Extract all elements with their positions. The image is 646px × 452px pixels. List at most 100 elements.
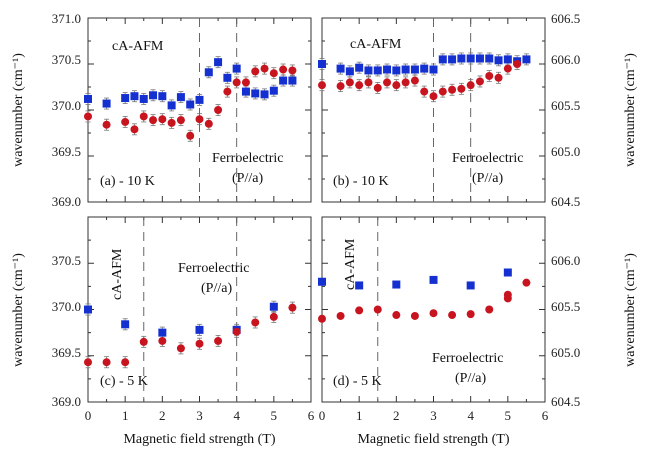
circle-data-point (318, 314, 326, 323)
square-data-point (494, 56, 503, 65)
y-tick-label: 369.5 (52, 144, 81, 159)
circle-data-point (410, 76, 419, 85)
x-tick-label: 0 (319, 408, 326, 423)
y2-tick-label: 606.0 (551, 253, 580, 268)
square-data-point (84, 94, 92, 103)
circle-data-point (176, 116, 185, 125)
square-data-point (336, 64, 345, 73)
circle-data-point (158, 336, 167, 345)
square-data-point (102, 99, 111, 108)
phase-label-cA-AFM: cA-AFM (110, 248, 125, 300)
phase-label-ferroelectric: Ferroelectric (432, 351, 504, 366)
x-tick-label: 1 (356, 408, 363, 423)
y-axis-label: wavenumber (cm⁻¹) (11, 53, 26, 167)
y-tick-label: 371.0 (52, 11, 81, 26)
x-tick-label: 3 (196, 408, 203, 423)
y2-tick-label: 605.0 (551, 144, 580, 159)
square-data-point (260, 90, 269, 99)
square-data-point (232, 64, 241, 73)
circle-data-point (186, 131, 195, 140)
circle-data-point (429, 309, 438, 318)
square-data-point (139, 94, 148, 103)
square-data-point (355, 281, 364, 290)
circle-data-point (466, 310, 475, 319)
panel-c-plot (84, 216, 312, 403)
y2-axis-label: wavenumber (cm⁻¹) (623, 253, 638, 367)
circle-data-point (269, 312, 278, 321)
y2-tick-label: 605.5 (551, 98, 580, 113)
square-data-point (345, 67, 354, 76)
x-tick-label: 3 (430, 408, 437, 423)
panel-label: (a) - 10 K (100, 174, 155, 189)
circle-data-point (513, 60, 522, 68)
square-data-point (448, 55, 457, 64)
square-data-point (158, 92, 167, 101)
circle-data-point (158, 115, 167, 124)
panel-a-plot (84, 17, 312, 203)
y2-tick-label: 604.5 (551, 194, 580, 209)
square-data-point (195, 325, 204, 334)
square-data-point (503, 268, 512, 277)
y2-tick-label: 606.5 (551, 11, 580, 26)
circle-data-point (485, 305, 494, 314)
circle-data-point (438, 87, 447, 96)
square-data-point (195, 95, 204, 104)
square-data-point (318, 277, 326, 286)
x-tick-label: 4 (467, 408, 474, 423)
square-data-point (318, 60, 326, 68)
square-data-point (279, 76, 288, 85)
circle-data-point (102, 358, 111, 367)
y-tick-label: 369.0 (52, 194, 81, 209)
x-tick-label: 2 (393, 408, 400, 423)
square-data-point (475, 54, 484, 63)
square-data-point (429, 275, 438, 284)
x-axis-label: Magnetic field strength (T) (123, 432, 275, 447)
x-axis-label: Magnetic field strength (T) (357, 432, 509, 447)
x-tick-label: 5 (271, 408, 278, 423)
square-data-point (288, 76, 297, 85)
phase-label-ferroelectric: Ferroelectric (212, 151, 284, 166)
circle-data-point (232, 327, 241, 336)
circle-data-point (149, 116, 158, 125)
square-data-point (373, 66, 382, 75)
y2-tick-label: 605.0 (551, 345, 580, 360)
circle-data-point (139, 112, 148, 121)
square-data-point (410, 65, 419, 74)
circle-data-point (232, 78, 241, 87)
circle-data-point (167, 118, 176, 127)
circle-data-point (466, 81, 475, 90)
square-data-point (355, 63, 364, 72)
y-tick-label: 370.5 (52, 52, 81, 67)
square-data-point (466, 281, 475, 290)
circle-data-point (139, 337, 148, 346)
circle-data-point (84, 358, 92, 367)
circle-data-point (269, 69, 278, 78)
y-tick-label: 369.5 (52, 345, 81, 360)
y2-tick-label: 604.5 (551, 394, 580, 409)
phase-label-polarization: (P//a) (201, 281, 232, 296)
circle-data-point (336, 311, 345, 320)
circle-data-point (318, 81, 326, 90)
x-tick-label: 6 (308, 408, 315, 423)
circle-data-point (364, 78, 373, 87)
phase-label-ferroelectric: Ferroelectric (452, 151, 524, 166)
circle-data-point (373, 305, 382, 314)
square-data-point (167, 101, 176, 110)
square-data-point (204, 68, 213, 77)
panel-label: (b) - 10 K (333, 174, 389, 189)
circle-data-point (373, 83, 382, 92)
square-data-point (158, 328, 167, 337)
phase-label-polarization: (P//a) (455, 371, 486, 386)
x-tick-label: 1 (122, 408, 129, 423)
circle-data-point (429, 92, 438, 101)
circle-data-point (288, 303, 297, 312)
square-data-point (457, 54, 466, 63)
circle-data-point (195, 115, 204, 124)
circle-data-point (503, 64, 512, 73)
square-data-point (176, 93, 185, 102)
circle-data-point (355, 306, 364, 315)
y2-axis-label: wavenumber (cm⁻¹) (623, 53, 638, 167)
phase-label-polarization: (P//a) (232, 171, 263, 186)
square-data-point (429, 65, 438, 74)
square-data-point (84, 305, 92, 314)
